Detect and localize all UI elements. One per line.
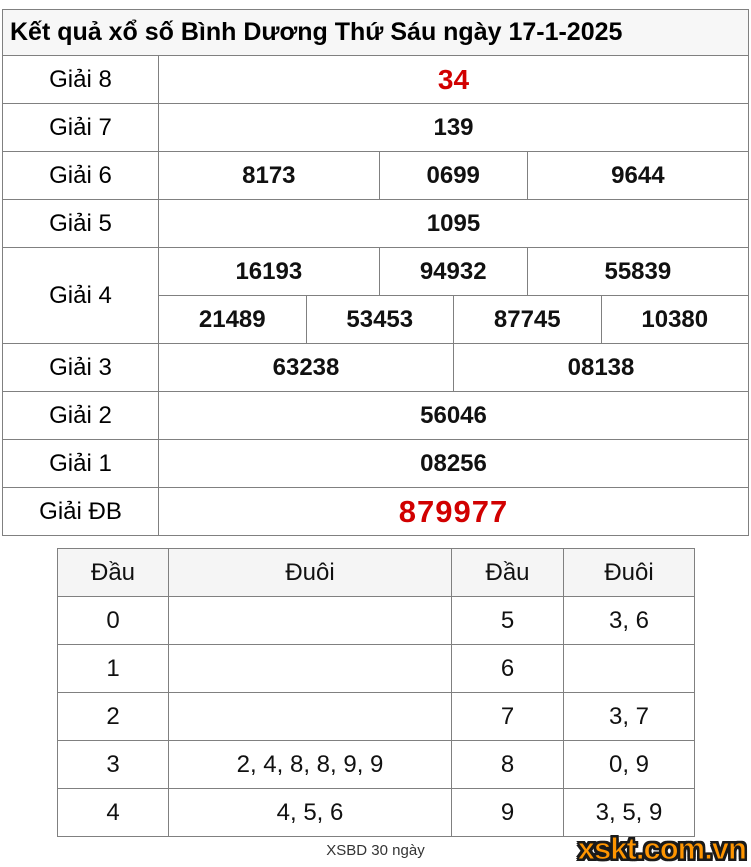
results-table: Giải 8 34 Giải 7 139 Giải 6 8173 0699 9644 Giải …	[2, 56, 749, 536]
prize-label: Giải 8	[49, 65, 112, 93]
prize-values: 16193 94932 55839 21489 53453 87745 10380	[158, 248, 748, 343]
prize-number: 87745	[453, 296, 601, 343]
prize-number: 21489	[158, 296, 306, 343]
prize-number: 08256	[158, 440, 748, 487]
prize-row-g3: Giải 3 63238 08138	[3, 343, 748, 391]
prize-label: Giải 3	[49, 353, 112, 381]
prize-value-line: 139	[158, 104, 748, 151]
prize-values: 56046	[158, 392, 748, 439]
prize-number: 56046	[158, 392, 748, 439]
prize-number: 94932	[378, 248, 527, 295]
prize-value-line: 1095	[158, 200, 748, 247]
prize-row-g4: Giải 4 16193 94932 55839 21489 53453 87745 1038…	[3, 247, 748, 343]
prize-row-g1: Giải 1 08256	[3, 439, 748, 487]
head-tail-row: 4 4, 5, 6 9 3, 5, 9	[57, 788, 695, 837]
prize-number: 63238	[158, 344, 453, 391]
prize-value-line: 08256	[158, 440, 748, 487]
head-tail-header: Đuôi	[563, 548, 695, 597]
tail-digits-cell: 2, 4, 8, 8, 9, 9	[168, 740, 452, 789]
prize-value-line: 21489 53453 87745 10380	[158, 295, 748, 343]
prize-value-line: 879977	[158, 488, 748, 535]
prize-value-line: 63238 08138	[158, 344, 748, 391]
prize-label: Giải 4	[49, 281, 112, 309]
prize-row-g5: Giải 5 1095	[3, 199, 748, 247]
head-tail-header: Đầu	[451, 548, 564, 597]
head-digit-cell: 4	[57, 788, 169, 837]
tail-digits-cell: 0, 9	[563, 740, 695, 789]
tail-digits-cell	[168, 692, 452, 741]
prize-label: Giải 1	[49, 449, 112, 477]
head-digit-cell: 7	[451, 692, 564, 741]
prize-label: Giải 2	[49, 401, 112, 429]
prize-values: 139	[158, 104, 748, 151]
prize-values: 63238 08138	[158, 344, 748, 391]
prize-number: 0699	[378, 152, 527, 199]
head-tail-table: Đầu Đuôi Đầu Đuôi 0 5 3, 6 1 6 2 7 3, 7 3 2, 4, 8, 8,…	[57, 548, 695, 837]
prize-row-gdb: Giải ĐB 879977	[3, 487, 748, 535]
history-link[interactable]: XSBD 30 ngày	[326, 842, 425, 859]
tail-digits-cell: 4, 5, 6	[168, 788, 452, 837]
prize-row-g7: Giải 7 139	[3, 103, 748, 151]
prize-label: Giải ĐB	[39, 497, 122, 525]
prize-value-line: 8173 0699 9644	[158, 152, 748, 199]
prize-number: 139	[158, 104, 748, 151]
prize-row-g8: Giải 8 34	[3, 56, 748, 103]
head-tail-header: Đầu	[57, 548, 169, 597]
head-digit-cell: 8	[451, 740, 564, 789]
prize-number: 10380	[600, 296, 749, 343]
head-digit-cell: 1	[57, 644, 169, 693]
tail-digits-cell: 3, 5, 9	[563, 788, 695, 837]
head-tail-row: 0 5 3, 6	[57, 596, 695, 645]
prize-number: 53453	[305, 296, 454, 343]
head-tail-header: Đuôi	[168, 548, 452, 597]
prize-number: 1095	[158, 200, 748, 247]
tail-digits-cell	[168, 644, 452, 693]
head-tail-row: 3 2, 4, 8, 8, 9, 9 8 0, 9	[57, 740, 695, 789]
tail-digits-cell: 3, 7	[563, 692, 695, 741]
prize-values: 08256	[158, 440, 748, 487]
prize-values: 34	[158, 56, 748, 103]
prize-number: 8173	[158, 152, 379, 199]
prize-values: 1095	[158, 200, 748, 247]
prize-label: Giải 5	[49, 209, 112, 237]
prize-row-g2: Giải 2 56046	[3, 391, 748, 439]
prize-number: 08138	[453, 344, 748, 391]
tail-digits-cell	[168, 596, 452, 645]
prize-value-line: 16193 94932 55839	[158, 248, 748, 295]
prize-number: 55839	[526, 248, 748, 295]
head-digit-cell: 9	[451, 788, 564, 837]
tail-digits-cell: 3, 6	[563, 596, 695, 645]
page-title: Kết quả xổ số Bình Dương Thứ Sáu ngày 17…	[2, 9, 749, 56]
page-title-text: Kết quả xổ số Bình Dương Thứ Sáu ngày 17…	[10, 18, 623, 46]
prize-number: 16193	[158, 248, 379, 295]
prize-values: 879977	[158, 488, 748, 535]
prize-label: Giải 6	[49, 161, 112, 189]
tail-digits-cell	[563, 644, 695, 693]
prize-value-line: 34	[158, 56, 748, 103]
prize-number: 879977	[158, 488, 748, 535]
head-digit-cell: 3	[57, 740, 169, 789]
head-tail-row: 2 7 3, 7	[57, 692, 695, 741]
prize-values: 8173 0699 9644	[158, 152, 748, 199]
prize-number: 34	[158, 56, 748, 103]
head-digit-cell: 5	[451, 596, 564, 645]
head-digit-cell: 0	[57, 596, 169, 645]
prize-label: Giải 7	[49, 113, 112, 141]
prize-row-g6: Giải 6 8173 0699 9644	[3, 151, 748, 199]
prize-value-line: 56046	[158, 392, 748, 439]
head-digit-cell: 2	[57, 692, 169, 741]
head-digit-cell: 6	[451, 644, 564, 693]
prize-number: 9644	[526, 152, 748, 199]
head-tail-header-row: Đầu Đuôi Đầu Đuôi	[57, 548, 695, 597]
site-logo-link[interactable]: xskt.com.vn	[577, 831, 747, 867]
